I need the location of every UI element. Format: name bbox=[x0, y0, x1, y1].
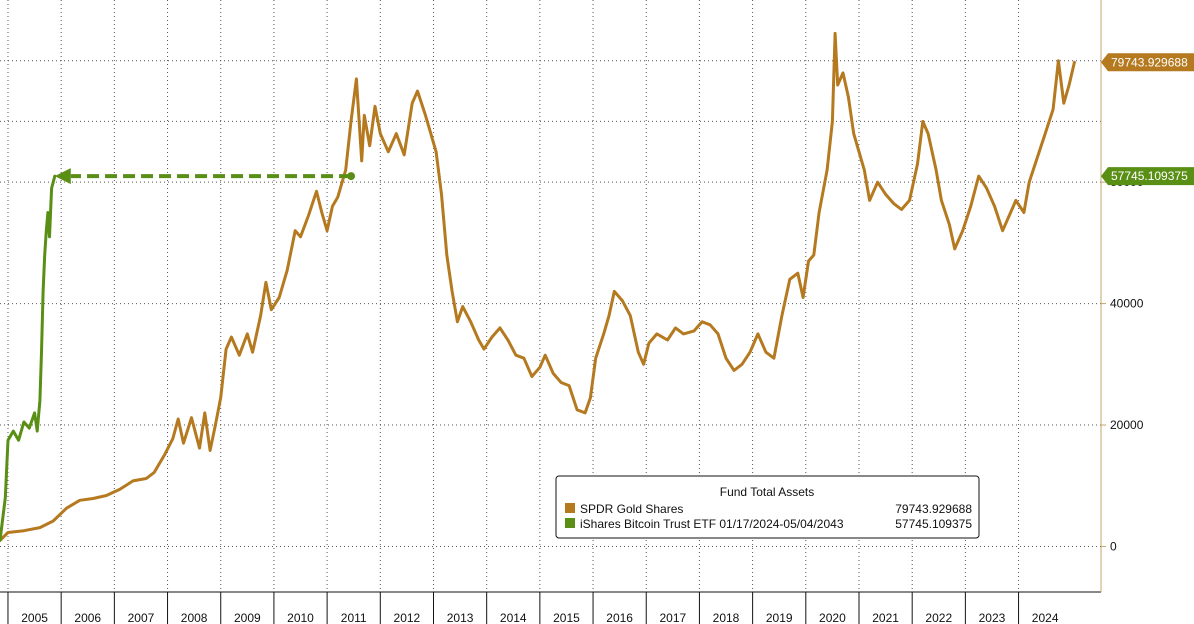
x-tick-label-2006: 2006 bbox=[74, 611, 101, 624]
x-tick-label-2014: 2014 bbox=[500, 611, 527, 624]
x-tick-label-2005: 2005 bbox=[21, 611, 48, 624]
x-tick-label-2020: 2020 bbox=[819, 611, 846, 624]
legend-label-bitcoin: iShares Bitcoin Trust ETF 01/17/2024-05/… bbox=[580, 517, 844, 531]
axis-layer bbox=[0, 0, 1106, 624]
last-value-badge-bitcoin bbox=[1101, 167, 1194, 186]
x-tick-label-2017: 2017 bbox=[659, 611, 686, 624]
y-tick-label-0: 0 bbox=[1110, 539, 1117, 553]
annotation-layer bbox=[54, 168, 356, 185]
x-tick-label-2015: 2015 bbox=[553, 611, 580, 624]
y-tick-label-20000: 20000 bbox=[1110, 418, 1144, 432]
legend-label-gold: SPDR Gold Shares bbox=[580, 502, 683, 516]
series-line-spdr-gold-shares bbox=[0, 31, 1076, 542]
x-tick-label-2011: 2011 bbox=[341, 611, 367, 624]
label-layer: 2005 2006 2007 2008 2009 2010 2011 2012 2013 2014… bbox=[21, 53, 1194, 624]
x-tick-label-2019: 2019 bbox=[766, 611, 793, 624]
x-tick-label-2023: 2023 bbox=[979, 611, 1006, 624]
series-layer bbox=[0, 31, 1076, 542]
series-line-ishares-bitcoin-trust bbox=[0, 174, 57, 542]
x-tick-label-2012: 2012 bbox=[394, 611, 421, 624]
legend-value-bitcoin: 57745.109375 bbox=[895, 517, 972, 531]
x-tick-label-2013: 2013 bbox=[447, 611, 474, 624]
x-tick-label-2021: 2021 bbox=[872, 611, 899, 624]
legend-layer: Fund Total Assets SPDR Gold Shares 79743… bbox=[555, 475, 980, 539]
x-tick-label-2007: 2007 bbox=[128, 611, 155, 624]
legend-value-gold: 79743.929688 bbox=[895, 502, 972, 516]
annotation-arrow-head bbox=[54, 168, 71, 185]
legend-title: Fund Total Assets bbox=[720, 485, 815, 499]
legend-swatch-bitcoin bbox=[565, 518, 575, 528]
x-tick-label-2009: 2009 bbox=[234, 611, 261, 624]
x-tick-label-2024: 2024 bbox=[1032, 611, 1059, 624]
last-value-badge-gold bbox=[1101, 53, 1194, 72]
x-tick-label-2008: 2008 bbox=[181, 611, 208, 624]
last-value-label-gold: 79743.929688 bbox=[1111, 55, 1188, 69]
x-tick-label-2022: 2022 bbox=[925, 611, 952, 624]
x-tick-label-2010: 2010 bbox=[287, 611, 314, 624]
x-tick-label-2016: 2016 bbox=[606, 611, 633, 624]
y-tick-label-40000: 40000 bbox=[1110, 297, 1144, 311]
last-value-label-bitcoin: 57745.109375 bbox=[1111, 169, 1188, 183]
grid-layer bbox=[0, 0, 1101, 592]
x-tick-label-2018: 2018 bbox=[713, 611, 740, 624]
annotation-arrow-tail-dot bbox=[347, 172, 356, 181]
legend-box bbox=[555, 475, 980, 539]
legend-swatch-gold bbox=[565, 503, 575, 513]
